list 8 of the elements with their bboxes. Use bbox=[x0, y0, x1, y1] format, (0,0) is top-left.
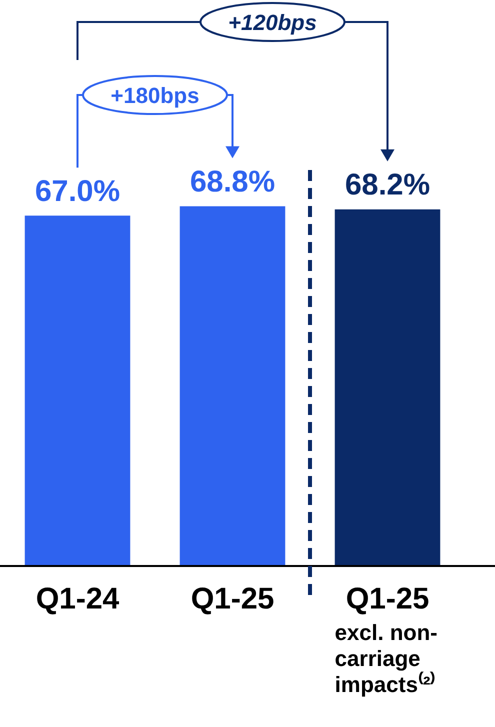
text: +120bps bbox=[228, 10, 317, 35]
data-label: 68.2% bbox=[344, 168, 430, 202]
data-label: 68.8% bbox=[190, 166, 276, 199]
text: +180bps bbox=[110, 83, 200, 108]
data-label: 67.0% bbox=[34, 174, 120, 208]
x-tick-label: Q1-24 bbox=[36, 582, 120, 616]
x-tick-label: Q1-25 excl. non-carriage impacts⁽²⁾ bbox=[334, 582, 438, 698]
x-tick-label: Q1-25 bbox=[190, 582, 274, 616]
